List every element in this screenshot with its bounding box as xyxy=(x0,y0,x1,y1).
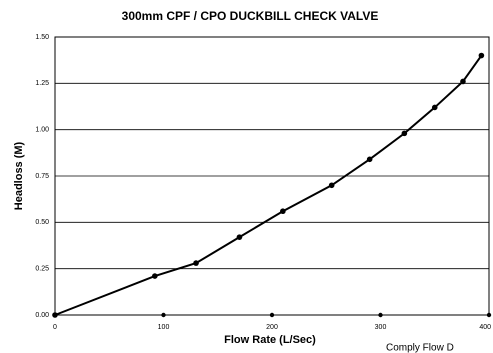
data-point xyxy=(401,130,408,137)
chart-title: 300mm CPF / CPO DUCKBILL CHECK VALVE xyxy=(122,9,379,23)
annotation: Comply Flow D xyxy=(386,343,454,353)
y-tick-label: 0.25 xyxy=(35,266,49,273)
x-tick-label: 300 xyxy=(375,324,387,331)
data-point xyxy=(280,208,286,215)
x-tick-label: 0 xyxy=(53,324,57,331)
data-point xyxy=(52,312,58,318)
data-point xyxy=(460,78,466,85)
y-axis-label: Headloss (M) xyxy=(13,141,25,210)
x-tick-mark xyxy=(486,312,492,318)
x-tick-mark xyxy=(161,312,166,318)
x-tick-mark xyxy=(378,312,383,318)
x-axis-label: Flow Rate (L/Sec) xyxy=(224,334,316,346)
y-tick-label: 1.50 xyxy=(35,34,49,41)
data-point xyxy=(152,273,158,279)
data-point xyxy=(328,182,335,189)
data-point xyxy=(236,234,243,240)
y-tick-label: 0.50 xyxy=(35,219,49,226)
y-tick-label: 1.00 xyxy=(35,127,49,134)
x-tick-label: 400 xyxy=(479,324,491,331)
data-line xyxy=(54,54,483,316)
x-tick-mark xyxy=(269,312,275,318)
y-tick-label: 0.75 xyxy=(35,173,49,180)
data-point xyxy=(366,156,373,163)
x-tick-label: 100 xyxy=(158,324,170,331)
y-tick-label: 0.00 xyxy=(35,312,49,319)
y-tick-label: 1.25 xyxy=(35,80,49,87)
data-point xyxy=(193,260,199,266)
x-tick-label: 200 xyxy=(266,324,278,331)
data-point xyxy=(431,104,438,111)
data-point xyxy=(478,52,485,59)
